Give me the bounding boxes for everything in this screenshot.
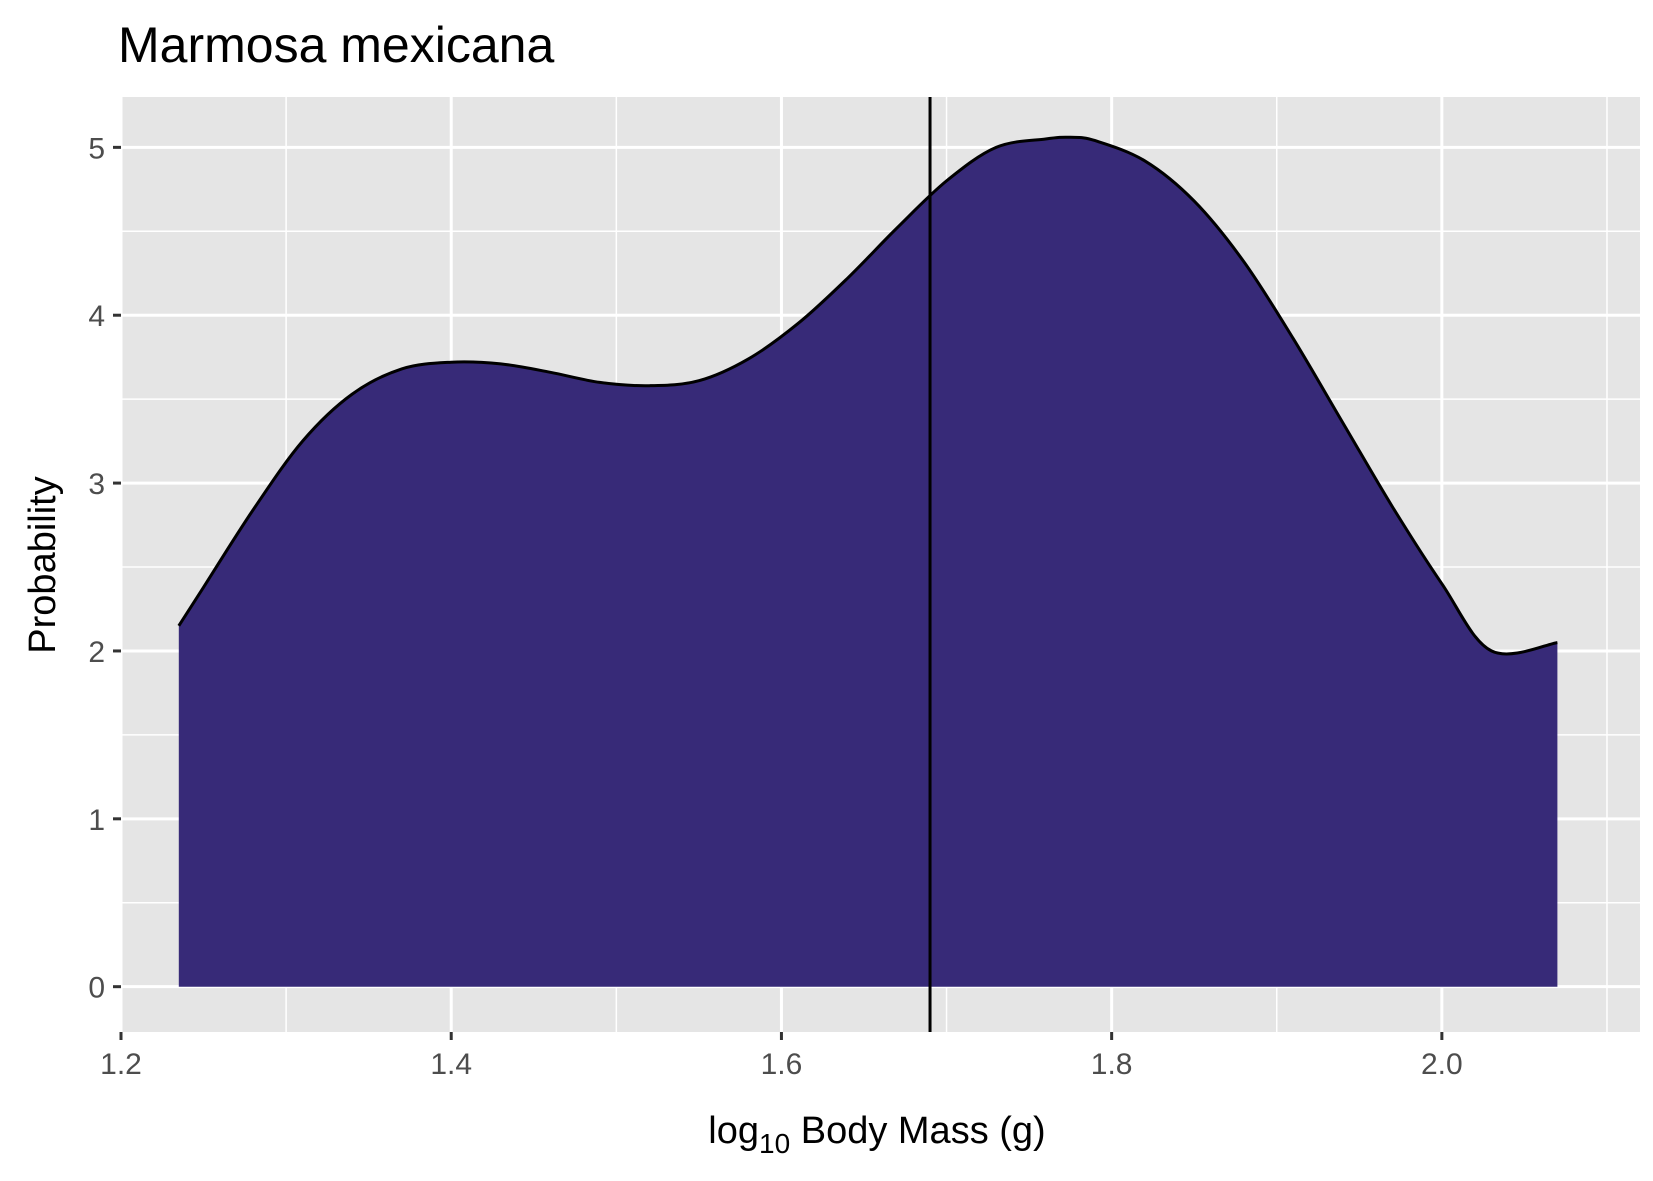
y-tick-label: 0 bbox=[88, 972, 105, 1005]
x-tick-label: 1.6 bbox=[761, 1048, 803, 1081]
x-tick-label: 1.2 bbox=[100, 1048, 142, 1081]
y-tick-label: 2 bbox=[88, 636, 105, 669]
chart-title: Marmosa mexicana bbox=[118, 17, 554, 73]
x-tick-label: 2.0 bbox=[1421, 1048, 1463, 1081]
x-axis: 1.2 1.4 1.6 1.8 2.0 bbox=[100, 1032, 1463, 1081]
x-tick-label: 1.4 bbox=[430, 1048, 472, 1081]
x-axis-title: log10 Body Mass (g) bbox=[708, 1110, 1045, 1159]
y-tick-label: 1 bbox=[88, 804, 105, 837]
y-tick-label: 5 bbox=[88, 132, 105, 165]
y-axis-title: Probability bbox=[22, 476, 64, 653]
y-tick-label: 4 bbox=[88, 300, 105, 333]
y-tick-label: 3 bbox=[88, 468, 105, 501]
density-area bbox=[178, 137, 1558, 987]
y-axis: 0 1 2 3 4 5 bbox=[88, 132, 121, 1005]
x-tick-label: 1.8 bbox=[1091, 1048, 1133, 1081]
density-curve bbox=[177, 135, 1558, 656]
x-axis-title-subscript: 10 bbox=[759, 1128, 790, 1159]
x-axis-title-suffix: Body Mass (g) bbox=[790, 1110, 1046, 1152]
x-axis-title-prefix: log bbox=[708, 1110, 759, 1152]
